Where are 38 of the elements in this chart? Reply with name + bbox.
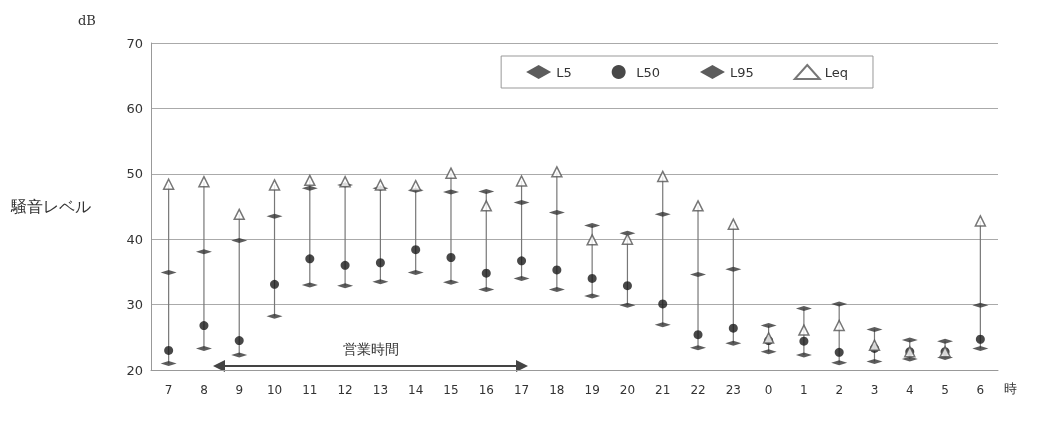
text: dB [78,13,96,28]
y-tick-label: 70 [126,35,143,51]
x-tick-label: 2 [835,383,844,397]
x-tick-label: 17 [513,383,530,397]
x-tick-label: 9 [235,383,244,397]
legend-label: L95 [729,64,754,80]
legend-label: Leq [824,64,848,80]
x-tick-label: 19 [584,383,600,397]
x-tick-label: 18 [549,383,565,397]
x-tick-label: 10 [266,383,283,397]
legend-label: L50 [636,64,660,80]
x-tick-label: 4 [905,383,914,397]
y-tick-label: 30 [126,297,143,313]
x-tick-label: 16 [478,383,494,397]
y-tick-label: 50 [126,166,143,182]
x-tick-label: 0 [764,383,773,397]
x-tick-label: 22 [690,383,706,397]
x-axis-title: 時 [1004,381,1017,396]
x-tick-label: 13 [372,383,389,397]
x-tick-label: 11 [302,383,318,397]
x-tick-label: 3 [870,383,879,397]
y-tick-label: 40 [126,231,143,247]
x-tick-label: 6 [976,383,985,397]
x-tick-label: 7 [164,383,173,397]
y-tick-label: 60 [126,100,143,116]
y-axis-title: 騒音レベル [10,197,91,216]
x-tick-label: 23 [725,383,741,397]
y-tick-label: 20 [126,362,143,378]
x-tick-label: 1 [800,383,808,397]
x-tick-label: 14 [408,383,424,397]
x-tick-label: 12 [337,383,353,397]
x-tick-label: 21 [655,383,671,397]
x-tick-label: 5 [941,383,949,397]
x-tick-label: 8 [200,383,208,397]
annotation: 営業時間 [342,341,399,357]
x-tick-label: 15 [443,383,459,397]
x-tick-label: 20 [619,383,636,397]
legend-label: L5 [556,64,572,80]
